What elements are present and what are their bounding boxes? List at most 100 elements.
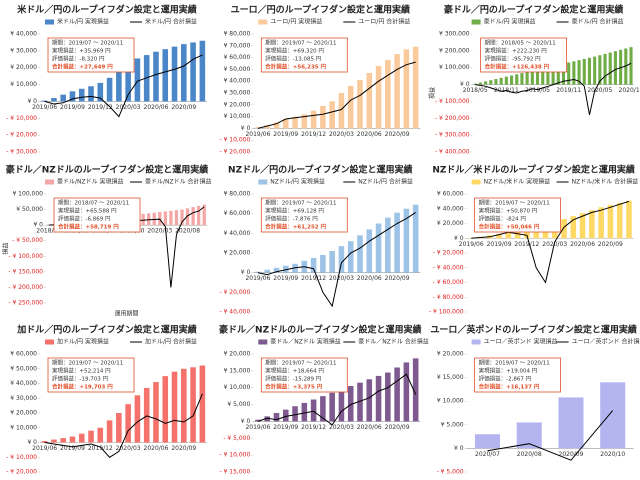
legend-label: NZドル/円 実現損益 — [270, 178, 325, 186]
bar — [320, 396, 326, 422]
y-tick-label: ¥ 20,000 — [224, 351, 251, 358]
info-box — [260, 37, 348, 73]
bar — [310, 257, 317, 273]
x-tick-label: 2019/09 — [60, 445, 85, 452]
info-text: 合計損益：+61,252 円 — [265, 223, 326, 231]
bar — [190, 42, 196, 102]
legend-label: 加ドル/円 合計損益 — [145, 338, 197, 346]
legend-label: 豪ドル/円 合計損益 — [572, 18, 624, 26]
info-text: 合計損益：+19,703 円 — [52, 383, 113, 391]
y-tick-label: ¥ 0 — [460, 81, 470, 88]
bar — [292, 406, 298, 422]
y-tick-label: ¥ 40,000 — [10, 380, 37, 387]
bar — [535, 69, 540, 85]
y-tick-label: ¥ 15,000 — [437, 374, 464, 381]
bar — [613, 51, 617, 85]
y-tick-label: - ¥ 250,000 — [8, 300, 43, 307]
y-tick-label: ¥ 100,000 — [439, 64, 470, 71]
chart-title: ユーロ／英ポンドのループイフダン設定と運用実績 — [430, 324, 636, 336]
bar — [347, 85, 354, 129]
bar — [533, 227, 539, 239]
info-text: 期間：2019/07 ～ 2020/11 — [265, 360, 336, 367]
y-tick-label: - ¥ 5,000 — [437, 469, 464, 476]
chart-title: 豪ドル／NZドルのループイフダン設定と運用実績 — [6, 164, 209, 176]
bar — [185, 208, 190, 226]
x-tick-label: 2020/09 — [171, 445, 196, 452]
y-tick-label: ¥ 60,000 — [437, 191, 464, 198]
chart-title: NZドル／円のループイフダン設定と運用実績 — [228, 164, 413, 176]
info-box — [260, 197, 348, 233]
y-tick-label: ¥ 40,000 — [224, 78, 251, 85]
bar — [561, 219, 567, 239]
legend-label: ユーロ／英ポンド 実現損益 — [484, 338, 558, 346]
x-tick-label: 2020/06 — [357, 424, 382, 431]
bar — [255, 419, 261, 422]
bar — [329, 251, 335, 273]
info-text: 実現損益：+50,870 円 — [479, 207, 538, 215]
legend-swatch — [45, 339, 54, 345]
info-box — [47, 37, 135, 73]
bar — [515, 74, 519, 85]
y-tick-label: ¥ 30,000 — [224, 90, 251, 97]
y-tick-label: ¥ 40,000 — [10, 31, 37, 38]
y-axis-label: 損益 — [2, 242, 10, 254]
legend-swatch — [45, 179, 54, 185]
bar — [579, 213, 586, 239]
legend-label: ユーロ／英ポンド 合計損益 — [572, 338, 640, 346]
y-tick-label: - ¥ 20,000 — [220, 289, 251, 296]
legend-label: NZドル/米ドル 実現損益 — [484, 178, 551, 186]
bar — [190, 367, 196, 443]
total-line — [257, 373, 417, 426]
y-tick-label: ¥ 200,000 — [439, 47, 470, 54]
x-tick-label: 2019/12 — [88, 104, 113, 111]
y-tick-label: - ¥ 20,000 — [6, 132, 37, 139]
y-tick-label: ¥ 0 — [33, 222, 43, 229]
legend-label: 豪ドル/NZドル 合計損益 — [145, 178, 212, 186]
legend-swatch — [258, 179, 268, 185]
bar — [329, 101, 335, 129]
info-text: 期間：2019/07 ～ 2020/11 — [52, 40, 123, 47]
y-tick-label: ¥ 20,000 — [437, 220, 464, 227]
y-tick-label: ¥ 0 — [454, 235, 464, 242]
y-tick-label: - ¥ 20,000 — [6, 469, 37, 476]
y-tick-label: - ¥ 40,000 — [433, 264, 464, 271]
y-axis-label: 損益 — [428, 87, 436, 99]
x-tick-label: 2020/03 — [147, 228, 172, 235]
bar — [125, 62, 131, 102]
info-text: 期間：2019/07 ～ 2020/11 — [479, 200, 550, 207]
bar — [514, 230, 521, 239]
y-tick-label: ¥ 100,000 — [12, 191, 43, 198]
y-tick-label: - ¥ 60,000 — [433, 279, 464, 286]
y-tick-label: ¥ 60,000 — [10, 351, 37, 358]
info-text: 合計損益：+50,046 円 — [479, 223, 540, 231]
bar — [570, 216, 577, 239]
bar — [264, 125, 270, 129]
info-text: 期間：2019/07 ～ 2020/11 — [479, 360, 550, 367]
y-tick-label: - ¥ 200,000 — [8, 284, 43, 291]
info-text: 期間：2019/07 ～ 2020/11 — [52, 360, 123, 367]
info-text: 合計損益：+58,719 円 — [58, 223, 119, 231]
bar — [301, 402, 308, 422]
bar — [153, 382, 159, 443]
bar — [88, 86, 94, 102]
x-tick-label: 2019/12 — [514, 241, 539, 248]
x-tick-label: 2019/09 — [60, 104, 85, 111]
bar — [282, 118, 289, 129]
legend-label: NZドル/米ドル 合計損益 — [572, 178, 639, 186]
x-tick-label: 2019/09 — [487, 241, 512, 248]
y-tick-label: ¥ 0 — [27, 439, 37, 446]
chart-title: 豪ドル／NZドルのループイフダン設定と運用実績 — [219, 324, 422, 336]
y-tick-label: ¥ 60,000 — [224, 54, 251, 61]
info-text: 期間：2018/07 ～ 2020/11 — [58, 200, 129, 207]
x-tick-label: 2020/03 — [116, 104, 141, 111]
x-tick-label: 2019/06 — [245, 424, 270, 431]
info-text: 評価損益：-13,085 円 — [265, 55, 321, 63]
bar — [357, 235, 363, 273]
bar — [558, 397, 584, 449]
x-tick-label: 2020/03 — [542, 241, 567, 248]
chart-title: 加ドル／円のループイフダン設定と運用実績 — [16, 324, 196, 336]
y-tick-label: ¥ 0 — [241, 269, 251, 276]
bar — [589, 210, 595, 239]
info-box — [47, 357, 135, 393]
